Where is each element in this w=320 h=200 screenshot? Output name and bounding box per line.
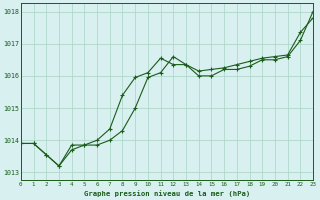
X-axis label: Graphe pression niveau de la mer (hPa): Graphe pression niveau de la mer (hPa) [84,190,250,197]
